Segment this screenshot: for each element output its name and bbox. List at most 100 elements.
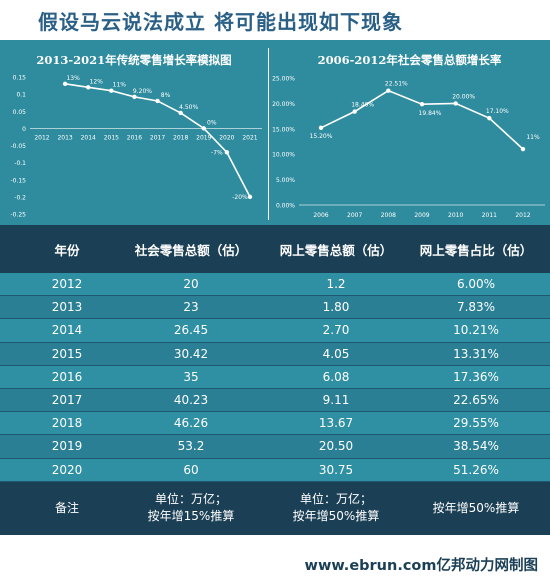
y-tick-label: 25.00% (272, 76, 295, 83)
headline-text: 假设马云说法成立 将可能出现如下现象 (38, 10, 403, 34)
header-social-retail: 社会零售总额（估） (134, 242, 248, 258)
cell-social-retail: 46.26 (173, 416, 209, 431)
x-tick-label: 2013 (57, 134, 72, 141)
cell-online-retail: 20.50 (318, 439, 354, 454)
cell-online-retail: 9.11 (322, 393, 350, 408)
footer-bar: www.ebrun.com亿邦动力网制图 (0, 548, 550, 583)
x-tick-label: 2009 (414, 212, 429, 219)
footer-credit: www.ebrun.com亿邦动力网制图 (304, 558, 538, 574)
data-point (132, 94, 137, 100)
data-label: 15.20% (310, 133, 333, 140)
notes-online-retail: 单位：万亿； 按年增50%推算 (292, 492, 380, 524)
header-year: 年份 (54, 242, 80, 258)
cell-year: 2012 (51, 277, 83, 292)
data-label: 17.10% (486, 108, 509, 115)
x-tick-label: 2011 (482, 212, 497, 219)
cell-social-retail: 40.23 (173, 393, 209, 408)
data-label: 20.00% (452, 93, 475, 100)
table-row: 2016 35 6.08 17.36% (0, 365, 550, 389)
cell-year: 2020 (51, 462, 83, 477)
x-tick-label: 2012 (34, 134, 49, 141)
cell-year: 2019 (51, 439, 83, 454)
cell-online-share: 29.55% (453, 416, 499, 431)
cell-online-share: 10.21% (453, 323, 499, 338)
traditional-retail-chart: 2013-2021年传统零售增长率模拟图 0.15 0.1 0.05 0 -0.05 -0… (0, 40, 268, 225)
x-tick-label: 2018 (173, 134, 188, 141)
data-label: 9.20% (133, 88, 152, 95)
cell-year: 2013 (51, 300, 83, 315)
data-label: -20% (232, 194, 248, 201)
notes-social-retail: 单位：万亿； 按年增15%推算 (147, 492, 235, 524)
cell-social-retail: 23 (183, 300, 199, 315)
x-tick-label: 2014 (81, 134, 96, 141)
data-point (178, 110, 183, 116)
cell-online-retail: 13.67 (318, 416, 354, 431)
cell-year: 2018 (51, 416, 83, 431)
x-tick-label: 2019 (196, 134, 211, 141)
x-tick-label: 2015 (104, 134, 119, 141)
data-point (520, 146, 526, 152)
data-label: 8% (161, 92, 171, 99)
data-point (419, 102, 425, 107)
table-row: 2012 20 1.2 6.00% (0, 273, 550, 297)
data-point (155, 98, 160, 104)
data-point (318, 125, 324, 130)
cell-year: 2014 (51, 323, 83, 338)
series-line (320, 89, 524, 150)
cell-year: 2016 (51, 369, 83, 384)
y-tick-label: 0 (22, 126, 26, 133)
retail-table: 年份 社会零售总额（估） 网上零售总额（估） 网上零售占比（估） 2012 20 1… (0, 225, 550, 535)
header-online-share: 网上零售占比（估） (419, 242, 533, 258)
chart1-svg: 0.15 0.1 0.05 0 -0.05 -0.1 -0.15 -0.2 -0.25 2012 2… (10, 75, 262, 219)
data-point (224, 150, 230, 155)
cell-social-retail: 20 (183, 277, 199, 292)
cell-online-retail: 6.08 (322, 369, 350, 384)
cell-online-share: 13.31% (453, 346, 499, 361)
x-tick-label: 2017 (150, 134, 165, 141)
cell-online-share: 51.26% (453, 462, 499, 477)
data-point (247, 194, 253, 200)
y-tick-label: -0.05 (10, 143, 26, 150)
chart1-title: 2013-2021年传统零售增长率模拟图 (36, 53, 232, 67)
data-label: 13% (66, 75, 80, 82)
table-row: 2014 26.45 2.70 10.21% (0, 319, 550, 343)
y-tick-label: 10.00% (272, 152, 295, 159)
data-point (109, 88, 114, 93)
cell-social-retail: 60 (183, 462, 199, 477)
y-tick-label: 15.00% (272, 126, 295, 133)
x-tick-label: 2006 (313, 212, 328, 219)
cell-social-retail: 30.42 (173, 346, 209, 361)
y-tick-label: -0.25 (10, 212, 26, 219)
data-point (487, 115, 492, 121)
cell-online-retail: 2.70 (322, 323, 350, 338)
x-tick-label: 2020 (219, 134, 234, 141)
header-online-retail: 网上零售总额（估） (279, 242, 393, 258)
data-point (62, 81, 68, 87)
headline-bar: 假设马云说法成立 将可能出现如下现象 (0, 0, 550, 40)
table-row: 2020 60 30.75 51.26% (0, 458, 550, 482)
x-tick-label: 2007 (347, 212, 362, 219)
cell-online-share: 22.65% (453, 393, 499, 408)
y-tick-label: -0.2 (14, 194, 26, 201)
data-label: -7% (211, 149, 223, 156)
x-tick-label: 2008 (381, 212, 396, 219)
table-header-row: 年份 社会零售总额（估） 网上零售总额（估） 网上零售占比（估） (0, 225, 550, 273)
y-tick-label: 20.00% (272, 101, 295, 108)
y-tick-label: -0.15 (10, 177, 26, 184)
cell-online-retail: 1.80 (322, 300, 350, 315)
cell-online-share: 7.83% (456, 300, 496, 315)
x-tick-label: 2016 (127, 134, 142, 141)
cell-online-share: 17.36% (453, 369, 499, 384)
charts-panel: 2013-2021年传统零售增长率模拟图 0.15 0.1 0.05 0 -0.05 -0… (0, 40, 550, 225)
chart-divider (268, 48, 269, 220)
table-row: 2019 53.2 20.50 38.54% (0, 435, 550, 459)
cell-online-retail: 1.2 (326, 277, 346, 292)
data-point (86, 85, 91, 90)
data-label: 0% (207, 119, 217, 126)
data-label: 19.84% (419, 110, 442, 117)
table-notes-row: 备注 单位：万亿； 按年增15%推算 单位：万亿； 按年增50%推算 按年增50%推… (0, 481, 550, 535)
table-row: 2017 40.23 9.11 22.65% (0, 388, 550, 413)
data-label: 11% (113, 82, 127, 89)
cell-online-share: 38.54% (453, 439, 499, 454)
table-body: 2012 20 1.2 6.00% 2013 23 1.80 7.83% 2014 26.45 2.… (0, 273, 550, 482)
